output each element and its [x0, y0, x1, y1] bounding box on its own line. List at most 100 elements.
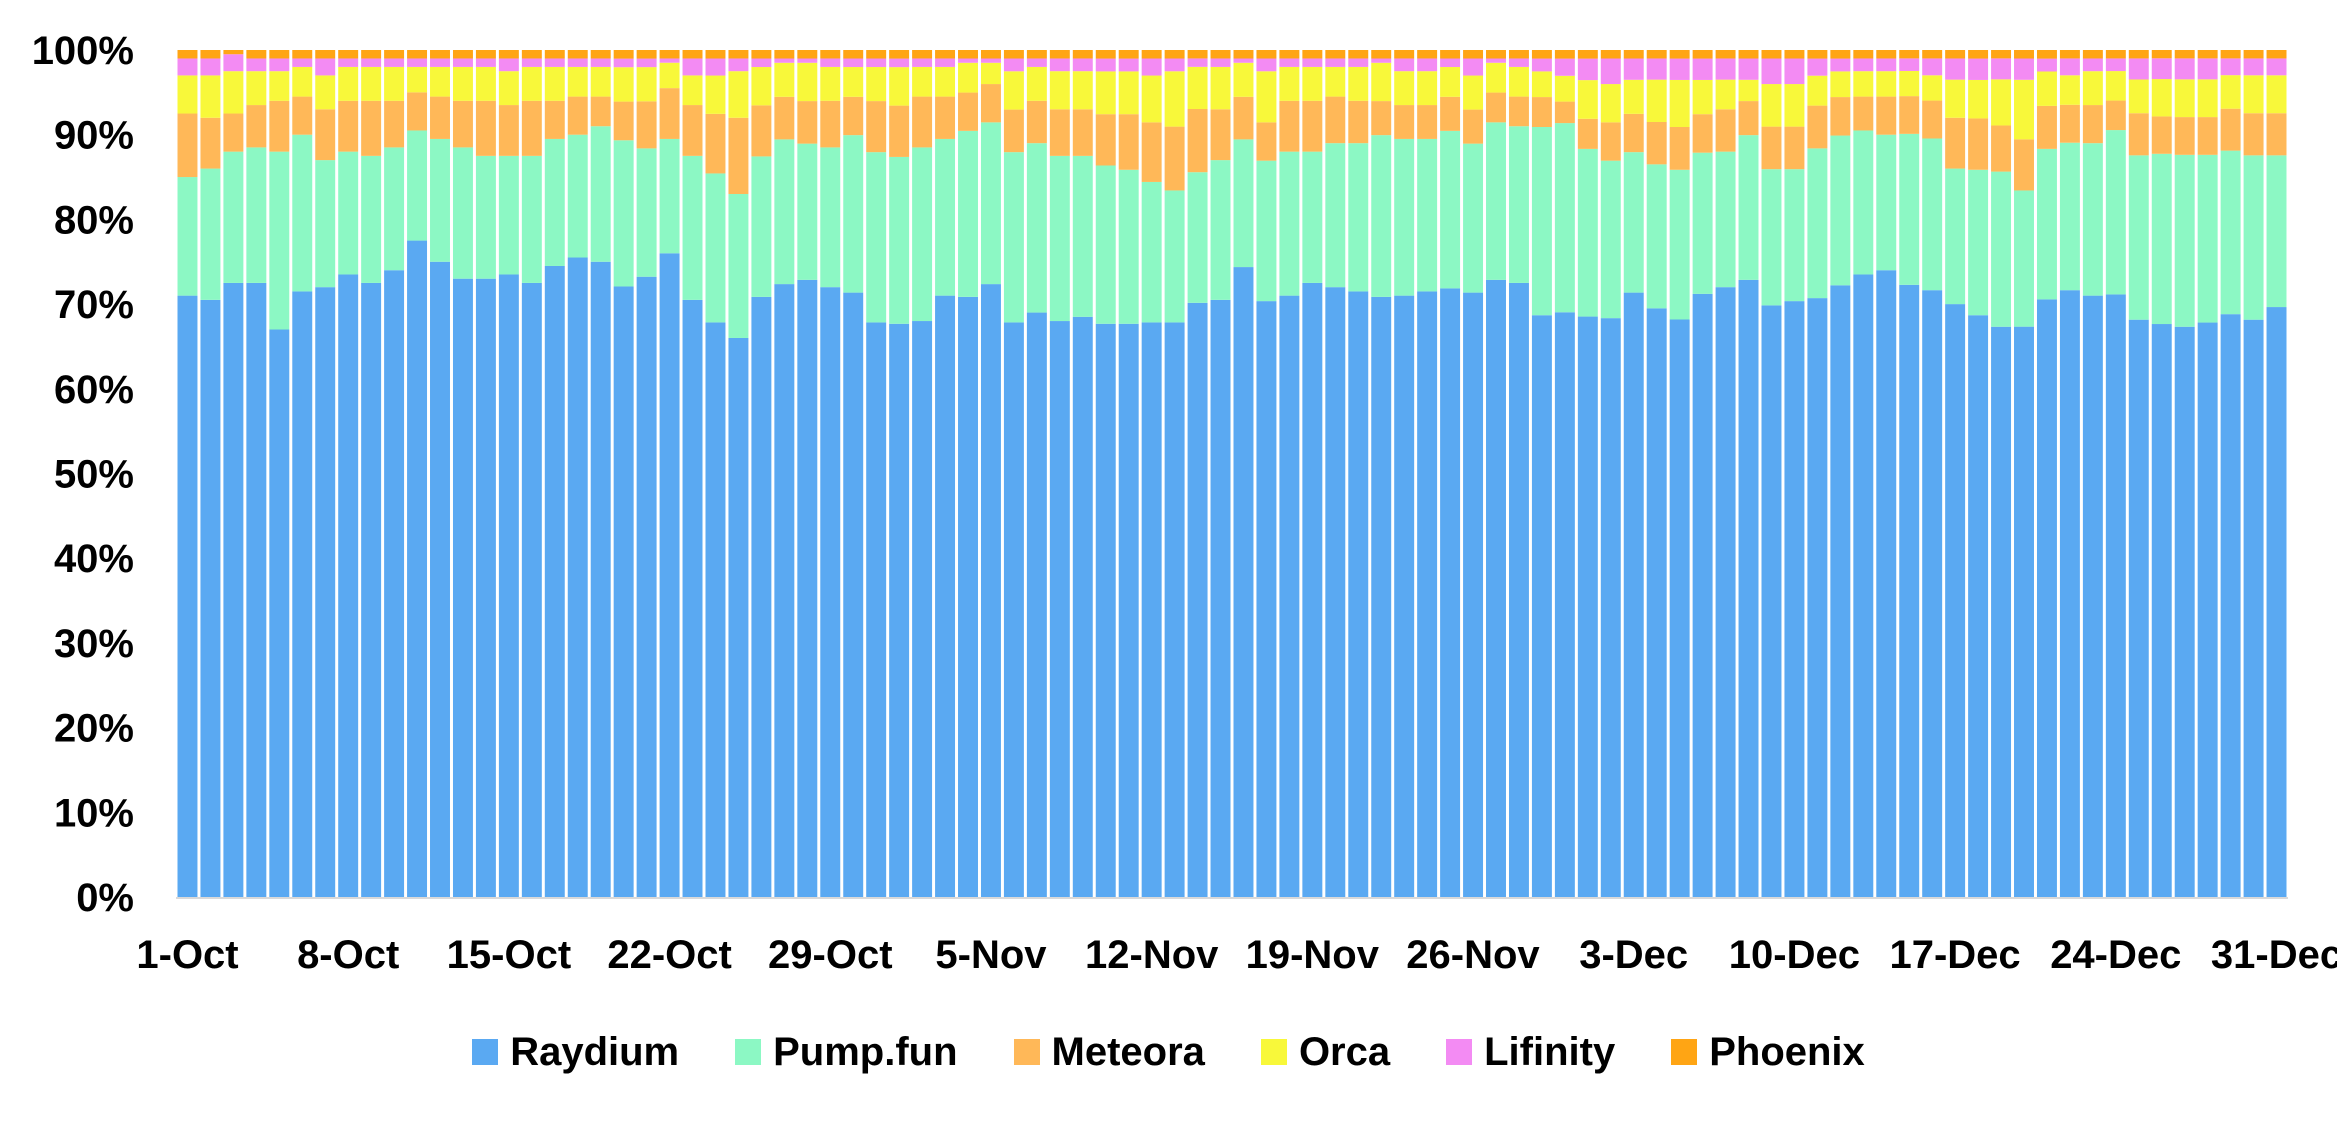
- bar-segment-raydium-81: [2036, 299, 2057, 897]
- x-tick-label: 10-Dec: [1729, 933, 1860, 977]
- bar-segment-phoenix-73: [1853, 50, 1874, 59]
- bar-segment-orca-65: [1669, 79, 1690, 127]
- bar-segment-lifinity-47: [1256, 58, 1277, 72]
- bar-segment-pump-fun-18: [590, 126, 611, 262]
- bar-segment-pump-fun-68: [1738, 135, 1759, 280]
- bar-segment-orca-20: [636, 67, 657, 102]
- bar-segment-meteora-0: [177, 113, 198, 178]
- bar-segment-meteora-39: [1072, 109, 1093, 156]
- bar-segment-orca-81: [2036, 71, 2057, 106]
- bar-segment-orca-10: [407, 66, 428, 93]
- bar-segment-meteora-67: [1715, 109, 1736, 152]
- bar-segment-orca-79: [1991, 79, 2012, 126]
- bar-segment-meteora-55: [1440, 96, 1461, 131]
- bar-segment-phoenix-17: [567, 50, 588, 59]
- bar-segment-lifinity-64: [1646, 58, 1667, 80]
- bar-segment-phoenix-54: [1417, 50, 1438, 59]
- bar-segment-raydium-82: [2059, 290, 2080, 897]
- bar-segment-pump-fun-82: [2059, 142, 2080, 291]
- bar-segment-orca-67: [1715, 79, 1736, 110]
- bar-segment-lifinity-60: [1554, 58, 1575, 76]
- bar-segment-orca-35: [980, 62, 1001, 85]
- bar-segment-pump-fun-50: [1325, 143, 1346, 288]
- bar-segment-meteora-72: [1830, 97, 1851, 136]
- legend-swatch: [735, 1039, 762, 1065]
- bar-segment-pump-fun-36: [1003, 152, 1024, 323]
- bar-segment-orca-57: [1486, 62, 1506, 93]
- bar-segment-lifinity-74: [1876, 58, 1897, 72]
- bar-segment-meteora-41: [1118, 114, 1139, 170]
- bar-segment-phoenix-88: [2197, 50, 2218, 59]
- bar-segment-lifinity-44: [1187, 58, 1208, 67]
- legend-label: Lifinity: [1484, 1029, 1616, 1074]
- bar-segment-pump-fun-23: [705, 173, 726, 323]
- bar-segment-meteora-13: [475, 100, 496, 156]
- bar-segment-phoenix-19: [613, 50, 634, 59]
- legend-swatch: [1013, 1039, 1040, 1065]
- bar-segment-raydium-87: [2174, 326, 2195, 897]
- bar-segment-orca-74: [1876, 71, 1897, 97]
- bar-segment-orca-66: [1692, 79, 1713, 115]
- bar-segment-lifinity-91: [2266, 58, 2287, 76]
- bar-segment-phoenix-47: [1256, 50, 1277, 59]
- bar-segment-pump-fun-69: [1761, 169, 1782, 306]
- bar-segment-phoenix-31: [889, 50, 910, 59]
- bar-segment-pump-fun-42: [1141, 181, 1162, 323]
- bar-segment-lifinity-16: [544, 58, 565, 67]
- bar-segment-lifinity-1: [200, 58, 221, 76]
- bar-segment-pump-fun-61: [1577, 148, 1598, 317]
- bar-segment-pump-fun-43: [1164, 190, 1185, 323]
- bar-segment-meteora-29: [843, 96, 864, 136]
- bar-segment-raydium-2: [223, 282, 244, 897]
- bar-segment-raydium-27: [797, 279, 818, 898]
- bar-segment-meteora-51: [1348, 100, 1369, 144]
- bar-segment-orca-70: [1784, 84, 1805, 127]
- bar-segment-raydium-76: [1922, 290, 1943, 897]
- bar-segment-pump-fun-11: [430, 138, 450, 262]
- bar-segment-raydium-31: [889, 323, 910, 897]
- bar-segment-raydium-3: [246, 282, 267, 897]
- legend-swatch: [472, 1039, 499, 1065]
- bar-segment-pump-fun-25: [751, 156, 772, 297]
- bar-segment-phoenix-62: [1600, 50, 1621, 59]
- x-axis-ticks: 1-Oct 8-Oct 15-Oct 22-Oct 29-Oct 5-Nov 12-Nov 1…: [136, 933, 2337, 977]
- bar-segment-phoenix-84: [2105, 50, 2126, 59]
- legend-label: Orca: [1298, 1029, 1391, 1074]
- bar-segment-raydium-12: [452, 278, 473, 897]
- bar-segment-orca-42: [1141, 75, 1162, 123]
- bar-segment-lifinity-62: [1600, 58, 1621, 85]
- bar-segment-orca-30: [866, 67, 887, 102]
- bar-segment-pump-fun-77: [1945, 168, 1966, 305]
- bar-segment-lifinity-20: [636, 58, 657, 68]
- bar-segment-pump-fun-16: [544, 138, 565, 266]
- bar-segment-phoenix-2: [223, 50, 244, 55]
- y-tick-label: 30%: [54, 622, 134, 666]
- bar-segment-orca-0: [177, 75, 198, 114]
- bar-segment-meteora-35: [980, 84, 1001, 123]
- bar-segment-raydium-69: [1761, 305, 1782, 897]
- bar-segment-pump-fun-35: [980, 122, 1001, 285]
- bar-segment-raydium-47: [1256, 301, 1277, 897]
- bar-segment-orca-3: [246, 71, 267, 106]
- bar-segment-orca-71: [1807, 75, 1828, 106]
- bar-segment-raydium-57: [1486, 279, 1506, 898]
- bar-segment-raydium-78: [1968, 315, 1989, 898]
- bar-segment-meteora-40: [1095, 114, 1116, 166]
- bar-segment-orca-48: [1279, 66, 1300, 101]
- bar-segment-phoenix-50: [1325, 50, 1346, 59]
- bar-segment-raydium-30: [866, 322, 887, 897]
- bar-segment-pump-fun-62: [1600, 160, 1621, 319]
- legend-item-phoenix: Phoenix: [1671, 1030, 1865, 1075]
- bar-segment-lifinity-67: [1715, 58, 1736, 80]
- bar-segment-phoenix-35: [980, 50, 1001, 59]
- bar-segment-meteora-54: [1417, 105, 1438, 139]
- bar-segment-pump-fun-1: [200, 168, 221, 300]
- bar-segment-orca-29: [843, 67, 864, 97]
- bar-segment-lifinity-73: [1853, 58, 1874, 72]
- legend-item-pump-fun: Pump.fun: [735, 1030, 958, 1075]
- x-tick-label: 22-Oct: [607, 933, 732, 977]
- legend-swatch: [1671, 1039, 1698, 1065]
- bar-segment-raydium-34: [958, 296, 978, 897]
- bar-segment-raydium-7: [338, 274, 359, 898]
- bar-segment-phoenix-4: [269, 50, 290, 59]
